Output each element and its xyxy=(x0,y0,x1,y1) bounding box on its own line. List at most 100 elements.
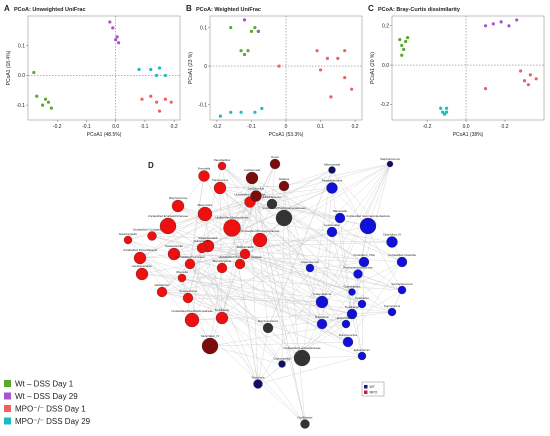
network-node: Coprobacillus xyxy=(274,356,292,368)
network-node: Bacteroides xyxy=(198,203,213,222)
network-node: Enterorhabdus xyxy=(337,316,356,329)
network-node: Coprobacillus xyxy=(344,284,361,296)
network-edge xyxy=(207,239,261,247)
network-edge xyxy=(191,163,276,321)
network-edge xyxy=(167,225,283,365)
network-node-label: Unclassified Bacteroidetes xyxy=(216,215,250,219)
network-node: Clostridium_IV xyxy=(201,334,219,355)
network-edge xyxy=(321,231,333,325)
network-node-label: Unclassified Porphyromonadaceae xyxy=(262,206,306,210)
network-edge xyxy=(221,165,257,197)
network-node-label: Parabacteroides xyxy=(322,178,343,182)
network-node: Barnesiella xyxy=(333,209,347,224)
network-node-circle xyxy=(123,235,133,245)
data-point-mpo29 xyxy=(157,66,162,70)
network-node-label: Syntrophococcus xyxy=(391,282,413,286)
network-node-circle xyxy=(397,285,407,295)
network-edge xyxy=(151,213,206,237)
network-node: Anaerotruncus xyxy=(301,260,320,273)
network-edge xyxy=(244,253,363,305)
y-axis-label: PCoA1 (18.4%) xyxy=(6,50,12,85)
y-tick-label: 0.0 xyxy=(382,63,389,69)
network-node: Unclassified Clostridiales_Incertae xyxy=(219,255,262,270)
network-edge xyxy=(281,261,403,365)
network-node-circle xyxy=(358,256,370,268)
network-node-label: Eubacterium xyxy=(354,348,370,352)
network-node-label: Allobaculum xyxy=(154,283,170,287)
network-node-circle xyxy=(328,166,336,174)
network-node-label: Marvinbryantia xyxy=(213,259,232,263)
legend-label-mpo29: MPO⁻/⁻ DSS Day 29 xyxy=(15,417,91,426)
data-point-mpo1 xyxy=(315,49,319,53)
network-edge xyxy=(239,263,347,325)
network-node: Parabacteroides xyxy=(322,178,343,194)
y-axis-label: PCoA1 (23 %) xyxy=(188,52,194,84)
network-node-circle xyxy=(252,232,268,248)
network-node-circle xyxy=(316,318,328,330)
data-point-mpo1 xyxy=(155,100,159,104)
pcoa-panel-weighted-unifrac: B PCoA: Weighted UniFrac -0.2 -0.1 0 0.1 0.2 -0… xyxy=(186,4,363,138)
network-node-label: Ruminococcus2 xyxy=(258,319,278,323)
data-point-wt29 xyxy=(117,41,121,45)
network-node: Eubacterium xyxy=(194,239,211,254)
network-node: Streptococcus xyxy=(179,289,197,304)
network-node: Paenibacillus xyxy=(214,158,231,171)
network-edge xyxy=(203,175,363,305)
network-edge xyxy=(259,239,306,425)
network-node: Unclassified Erysipelotrichaceae xyxy=(148,214,189,235)
data-point-wt1 xyxy=(400,53,404,57)
x-tick-label: 0 xyxy=(285,124,288,130)
network-edge xyxy=(189,263,259,385)
panel-letter: B xyxy=(186,4,192,13)
network-node-label: Robinsoniella xyxy=(237,245,254,249)
network-node-label: Dorea xyxy=(271,155,279,159)
network-edge xyxy=(249,201,259,385)
network-node: Turicibacter xyxy=(215,308,229,325)
network-node: Allobaculum xyxy=(154,283,170,298)
panel-letter: D xyxy=(148,161,154,170)
data-point-mpo1 xyxy=(325,56,330,60)
network-node: Olsenella xyxy=(176,270,188,283)
network-node: Bifidobacterium xyxy=(262,195,282,210)
data-point-mpo29 xyxy=(439,106,443,110)
network-edge xyxy=(257,355,363,385)
network-edge xyxy=(239,231,333,265)
network-node-circle xyxy=(215,311,229,325)
network-edge xyxy=(331,169,393,243)
network-node: Marvinbryantia xyxy=(213,259,232,274)
network-node: Lactobacillus xyxy=(248,186,265,202)
network-edge xyxy=(271,203,369,227)
data-point-wt29 xyxy=(515,18,519,22)
network-node-circle xyxy=(182,292,194,304)
network-edge xyxy=(204,213,223,319)
network-node: Acetitomaculum xyxy=(132,264,153,281)
network-edge xyxy=(249,201,311,269)
network-edge xyxy=(139,257,189,299)
data-point-mpo29 xyxy=(444,110,449,114)
network-edge xyxy=(239,263,323,325)
network-node-label: Parasutterella xyxy=(165,244,183,248)
network-edge xyxy=(257,303,363,385)
network-node: Dorea xyxy=(269,155,281,170)
network-node-label: Eubacterium xyxy=(194,239,210,243)
network-node-circle xyxy=(275,209,293,227)
data-point-wt29 xyxy=(115,35,119,39)
network-node: Leuconostoc xyxy=(324,223,341,238)
data-point-mpo1 xyxy=(343,76,347,80)
network-node-label: Ruminococcus xyxy=(339,333,358,337)
network-node-label: Bifidobacterium xyxy=(262,195,282,199)
network-edge xyxy=(219,187,223,319)
network-edge xyxy=(244,163,391,255)
network-edge xyxy=(201,247,259,385)
network-node-circle xyxy=(386,236,398,248)
y-tick-label: -0.1 xyxy=(16,103,25,109)
data-point-mpo1 xyxy=(528,73,532,77)
network-node-label: Akkermansia xyxy=(324,162,341,166)
network-node-circle xyxy=(326,182,338,194)
network-node-label: Coprobacillus xyxy=(274,356,292,360)
network-edge xyxy=(309,267,403,291)
network-node: Unclassified Desulfovibrionaceae xyxy=(171,309,213,328)
network-edge xyxy=(361,261,365,357)
network-edge xyxy=(189,263,283,365)
network-node-circle xyxy=(348,288,356,296)
